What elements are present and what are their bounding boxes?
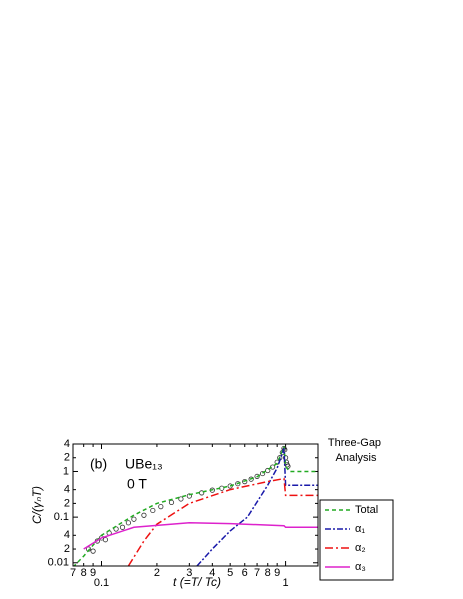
data-point (131, 516, 137, 522)
x-tick-label: 1 (283, 577, 289, 589)
data-point (259, 470, 266, 477)
y-tick-label: 1 (63, 465, 69, 477)
y-tick-label: 4 (64, 529, 70, 541)
x-tick-label: 9 (274, 567, 280, 579)
data-point (235, 481, 241, 487)
plot-frame (72, 443, 319, 567)
data-point (248, 476, 254, 482)
series-line (83, 522, 318, 550)
x-tick-label: 7 (70, 567, 76, 579)
y-tick-label: 0.1 (54, 511, 69, 523)
legend-label: α₃ (355, 561, 366, 573)
data-point (119, 524, 126, 530)
data-point (90, 548, 96, 554)
data-point (186, 493, 192, 499)
x-tick-label: 6 (242, 567, 248, 579)
x-tick-label: 2 (154, 567, 160, 579)
x-tick-label: 8 (265, 567, 271, 579)
data-point (178, 496, 184, 502)
data-point (125, 520, 132, 526)
y-axis-label: C/(γₙT) (30, 486, 44, 524)
y-tick-label: 2 (64, 497, 70, 509)
legend-label: Total (355, 504, 378, 516)
data-point (242, 479, 248, 485)
x-tick-label: 7 (254, 567, 260, 579)
annotation: (b) (90, 456, 107, 472)
y-tick-label: 4 (64, 484, 70, 496)
series-line (127, 477, 318, 566)
x-tick-label: 8 (81, 567, 87, 579)
x-tick-label: 4 (209, 567, 215, 579)
legend-box (319, 499, 394, 581)
y-tick-label: 2 (64, 543, 70, 555)
data-point (265, 467, 271, 474)
data-point (141, 512, 147, 518)
legend-title: Three-Gap Analysis (328, 437, 384, 464)
x-axis-label: t (=T/ Tc) (173, 575, 221, 589)
y-tick-label: 4 (64, 438, 70, 450)
legend-label: α₁ (355, 523, 365, 535)
series-line (73, 446, 318, 566)
series-line (196, 448, 318, 566)
x-tick-label: 9 (90, 567, 96, 579)
y-tick-label: 0.01 (48, 557, 69, 569)
y-tick-label: 2 (64, 452, 70, 464)
data-point (158, 504, 164, 510)
x-tick-label: 3 (186, 567, 192, 579)
data-point (102, 537, 109, 543)
x-tick-label: 0.1 (94, 577, 109, 589)
x-tick-label: 5 (227, 567, 233, 579)
data-point (168, 499, 175, 506)
legend-label: α₂ (355, 542, 366, 554)
annotation: UBe₁₃ (125, 456, 163, 472)
data-point (254, 473, 260, 480)
data-point (150, 507, 156, 514)
annotation: 0 T (127, 476, 147, 492)
